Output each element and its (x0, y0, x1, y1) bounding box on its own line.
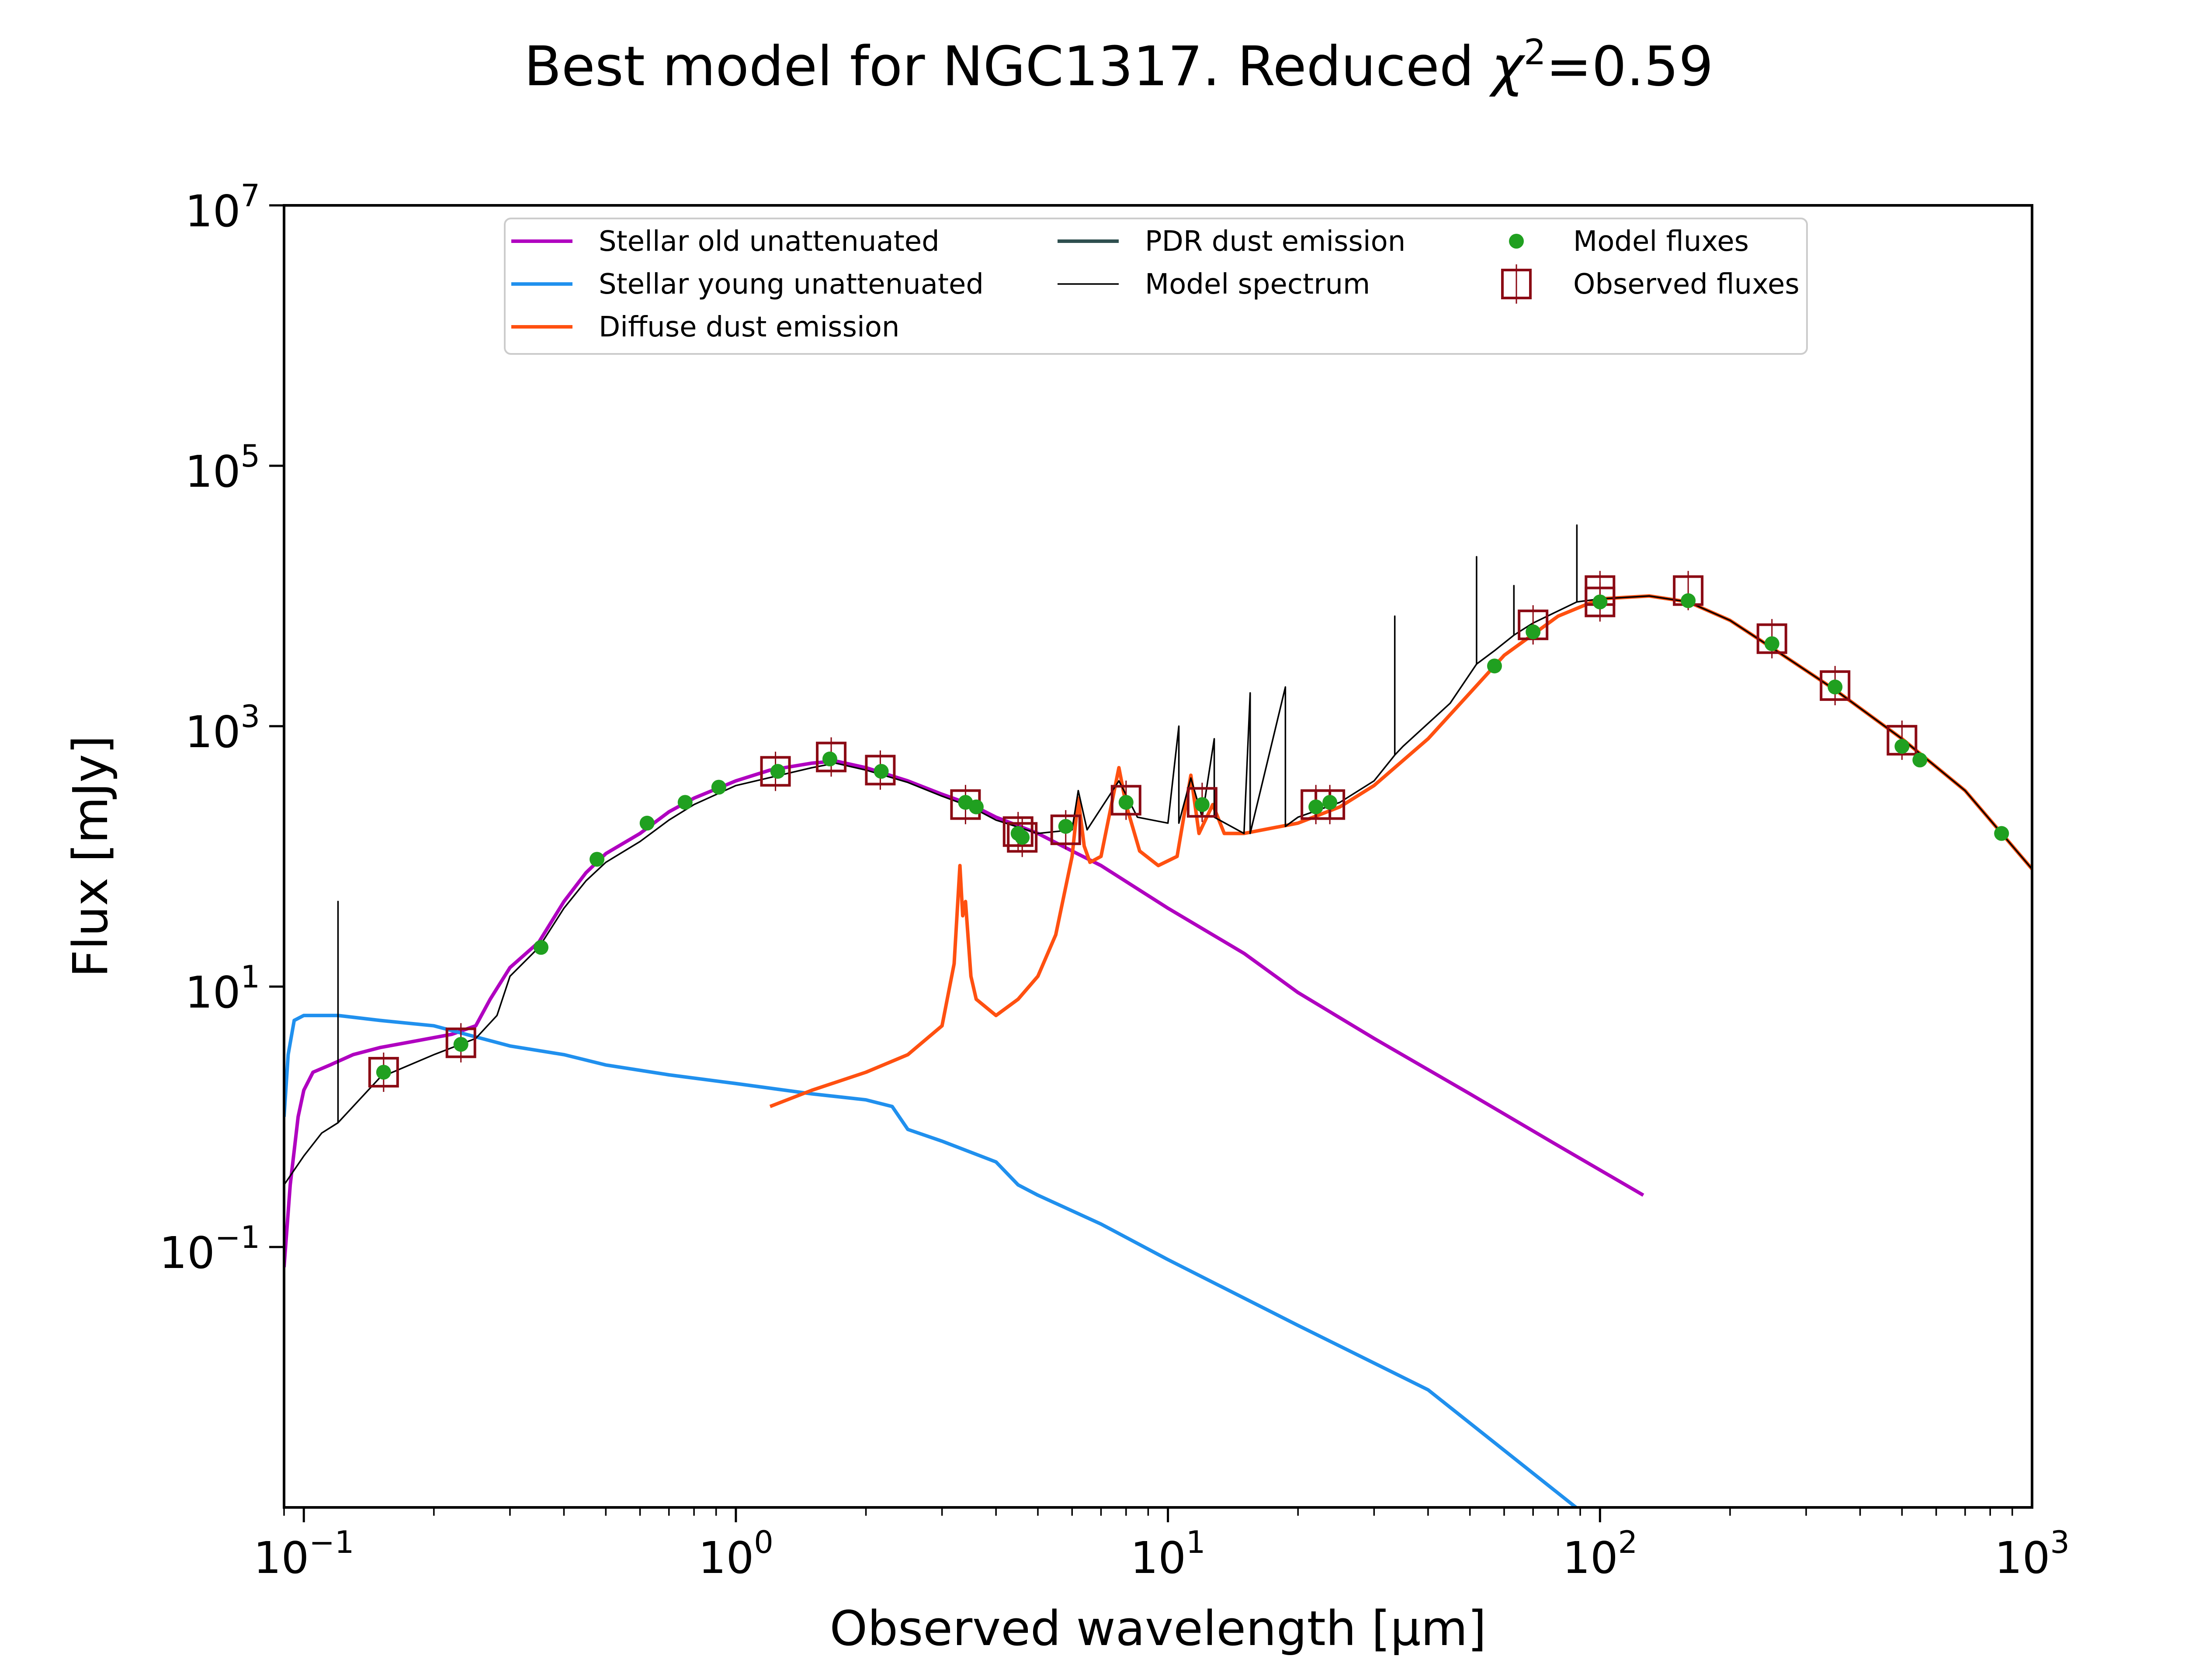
y-tick-label: 105 (185, 438, 260, 497)
model-flux-point (1764, 636, 1779, 651)
legend-entry-diffuse-dust-emission: Diffuse dust emission (511, 311, 899, 343)
tick-label-base: 10 (185, 186, 240, 237)
tick-label-base: 10 (185, 707, 240, 758)
model-flux-point (453, 1037, 468, 1052)
legend-label: Model fluxes (1573, 225, 1749, 258)
tick-label-exponent: 2 (1618, 1524, 1638, 1560)
legend-entry-stellar-young-unattenuated: Stellar young unattenuated (511, 268, 984, 301)
y-axis-label: Flux [mJy] (62, 735, 118, 977)
model-flux-point (677, 795, 693, 810)
y-tick-label: 103 (185, 699, 260, 758)
model-flux-point (590, 852, 605, 867)
tick-label-exponent: −1 (309, 1524, 354, 1560)
legend-label: PDR dust emission (1145, 225, 1405, 258)
model-flux-point (1194, 797, 1210, 812)
marker-layer (368, 571, 2009, 1092)
tick-label-base: 10 (698, 1532, 754, 1583)
y-tick-label: 101 (185, 959, 260, 1018)
legend-label: Diffuse dust emission (599, 311, 899, 343)
model-flux-point (1322, 795, 1338, 810)
legend-swatch (1509, 234, 1524, 249)
tick-label-base: 10 (1131, 1532, 1186, 1583)
chart-title-chi-symbol: χ (1489, 35, 1526, 98)
model-flux-point (1526, 624, 1541, 640)
x-tick-label: 103 (1994, 1524, 2070, 1583)
tick-label-exponent: 3 (240, 699, 260, 734)
legend-label: Stellar old unattenuated (599, 225, 940, 258)
y-tick-label: 107 (185, 178, 260, 237)
tick-label-exponent: 1 (1186, 1524, 1206, 1560)
legend: Stellar old unattenuated Stellar young un… (504, 218, 1808, 355)
model-flux-point (1828, 679, 1843, 695)
model-flux-point (534, 940, 549, 955)
model-flux-point (1681, 593, 1696, 608)
tick-label-base: 10 (185, 967, 240, 1018)
x-tick-label: 102 (1562, 1524, 1637, 1583)
model-flux-point (968, 799, 984, 814)
model-flux-point (1994, 826, 2009, 841)
axis-ticks (269, 204, 2013, 1522)
model-flux-point (770, 764, 785, 779)
x-axis-label: Observed wavelength [μm] (830, 1600, 1487, 1656)
model-flux-point (874, 764, 889, 779)
chart-title: Best model for NGC1317. Reduced χ2=0.59 (524, 32, 1713, 98)
tick-label-base: 10 (1562, 1532, 1618, 1583)
model-flux-point (1058, 819, 1073, 834)
model-flux-point (1592, 594, 1608, 610)
tick-label-exponent: 5 (240, 438, 260, 474)
model-flux-point (711, 779, 726, 795)
series-line-stellar-old-unattenuated (284, 759, 1644, 1268)
legend-entry-model-fluxes: Model fluxes (1509, 225, 1749, 258)
tick-label-base: 10 (185, 446, 240, 497)
tick-label-exponent: −1 (215, 1219, 260, 1255)
tick-label-exponent: 7 (240, 178, 260, 214)
legend-entry-pdr-dust-emission: PDR dust emission (1058, 225, 1405, 258)
tick-label-base: 10 (253, 1532, 309, 1583)
x-tick-label: 100 (698, 1524, 773, 1583)
y-tick-label: 10−1 (160, 1219, 260, 1278)
x-tick-label: 101 (1131, 1524, 1206, 1583)
model-flux-point (1308, 799, 1324, 814)
model-flux-point (1487, 658, 1502, 674)
legend-entry-stellar-old-unattenuated: Stellar old unattenuated (511, 225, 940, 258)
x-tick-label: 10−1 (253, 1524, 354, 1583)
model-flux-point (1015, 830, 1030, 845)
model-flux-point (376, 1064, 391, 1080)
model-flux-point (1118, 795, 1134, 810)
legend-entry-observed-fluxes: Observed fluxes (1501, 264, 1800, 304)
tick-label-exponent: 1 (240, 959, 260, 995)
plot-frame (283, 204, 2033, 1509)
model-flux-point (822, 752, 837, 767)
model-flux-point (639, 815, 655, 831)
model-flux-point (1894, 739, 1910, 754)
legend-label: Stellar young unattenuated (599, 268, 984, 301)
model-flux-point (1912, 752, 1928, 768)
chart-title-superscript: 2 (1524, 32, 1546, 73)
tick-label-base: 10 (160, 1227, 215, 1278)
chart-title-suffix: =0.59 (1546, 35, 1713, 98)
tick-label-exponent: 0 (754, 1524, 773, 1560)
tick-label-exponent: 3 (2050, 1524, 2070, 1560)
legend-frame (504, 218, 1808, 355)
legend-label: Model spectrum (1145, 268, 1370, 301)
legend-entry-model-spectrum: Model spectrum (1058, 268, 1370, 301)
series-line-model-spectrum (284, 524, 2032, 1185)
series-layer (284, 524, 2032, 1507)
chart-title-prefix: Best model for NGC1317. Reduced (524, 35, 1491, 98)
tick-label-base: 10 (1994, 1532, 2050, 1583)
legend-label: Observed fluxes (1573, 268, 1800, 301)
